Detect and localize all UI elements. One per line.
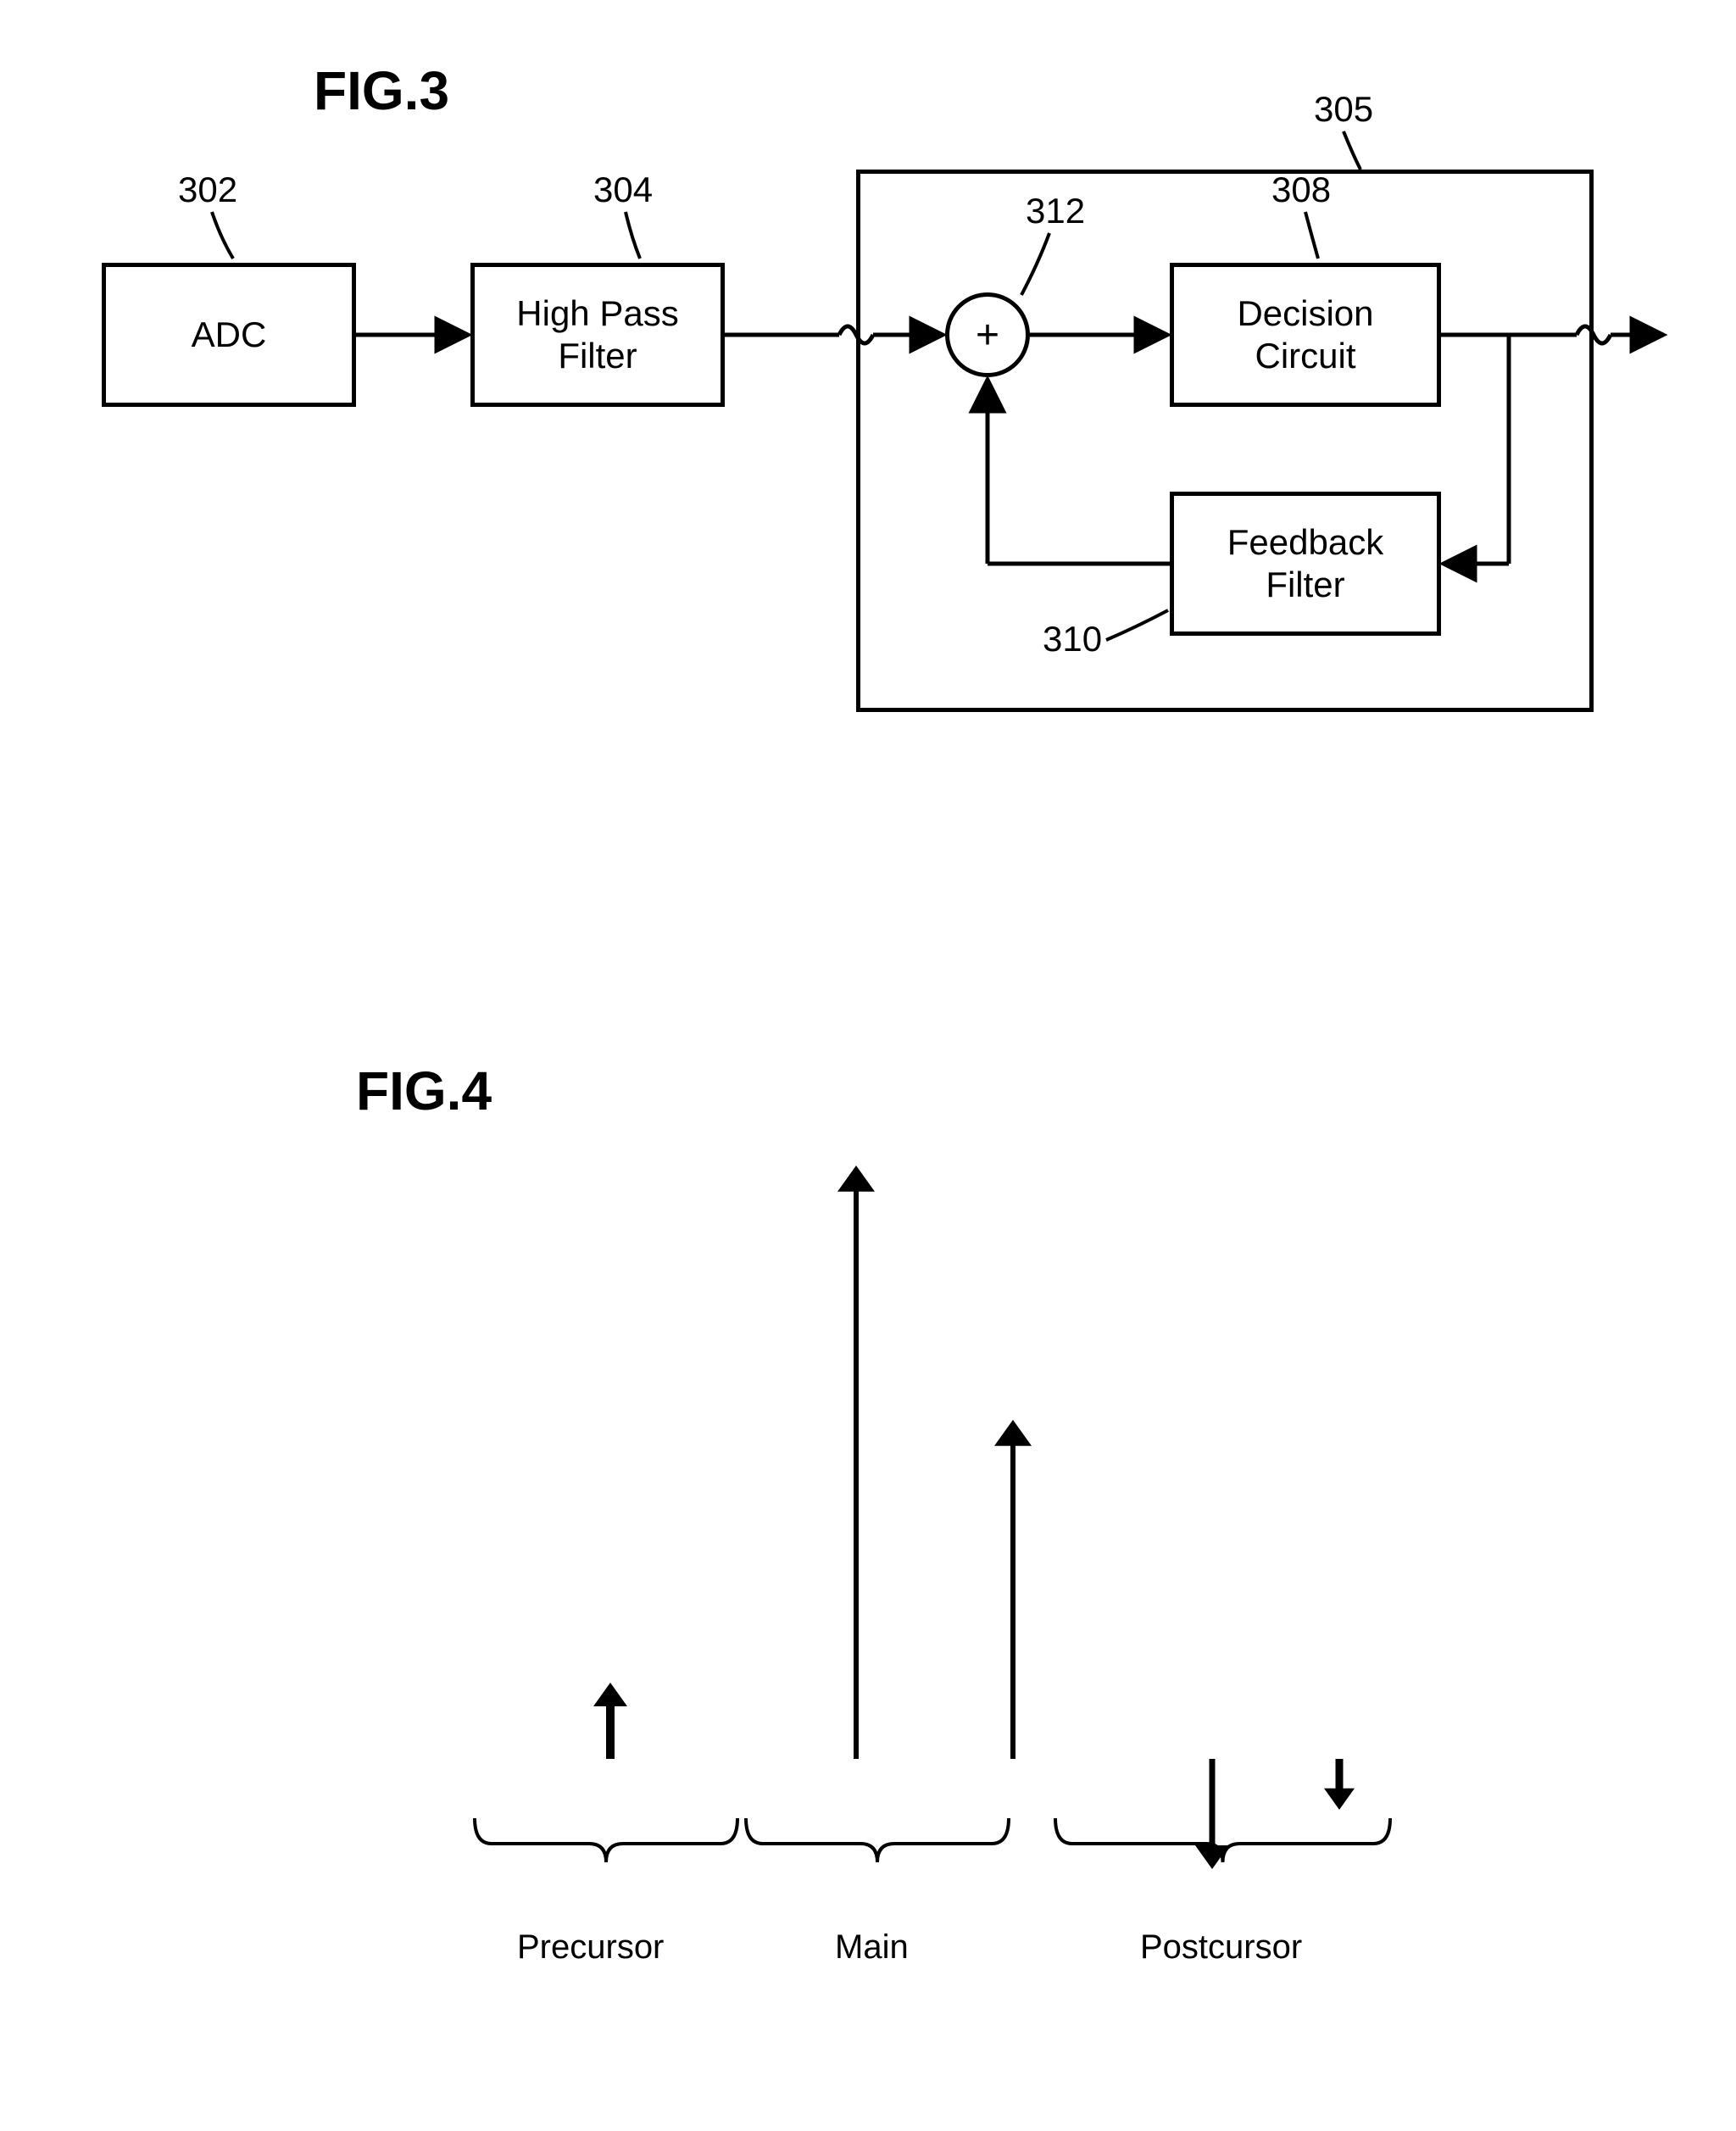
adc-block: ADC [102,263,356,407]
adc-label: ADC [192,314,267,356]
main-label: Main [835,1928,909,1967]
ref-308: 308 [1271,170,1331,210]
ref-302: 302 [178,170,237,210]
fig4-title: FIG.4 [356,1060,492,1122]
hpf-label: High Pass Filter [516,292,678,378]
fig3-title: FIG.3 [314,59,449,122]
decision-label: Decision Circuit [1237,292,1373,378]
precursor-label: Precursor [517,1928,664,1967]
ref-305: 305 [1314,89,1373,130]
ref-312: 312 [1026,191,1085,231]
page: FIG.3 ADC High Pass Filter Decision Circ… [0,0,1736,2131]
decision-block: Decision Circuit [1170,263,1441,407]
feedback-block: Feedback Filter [1170,492,1441,636]
postcursor-label: Postcursor [1140,1928,1302,1967]
ref-310: 310 [1043,619,1102,659]
ref-304: 304 [593,170,653,210]
hpf-block: High Pass Filter [470,263,725,407]
summing-junction: + [945,292,1030,377]
summing-plus: + [976,312,999,359]
feedback-label: Feedback Filter [1227,521,1383,607]
